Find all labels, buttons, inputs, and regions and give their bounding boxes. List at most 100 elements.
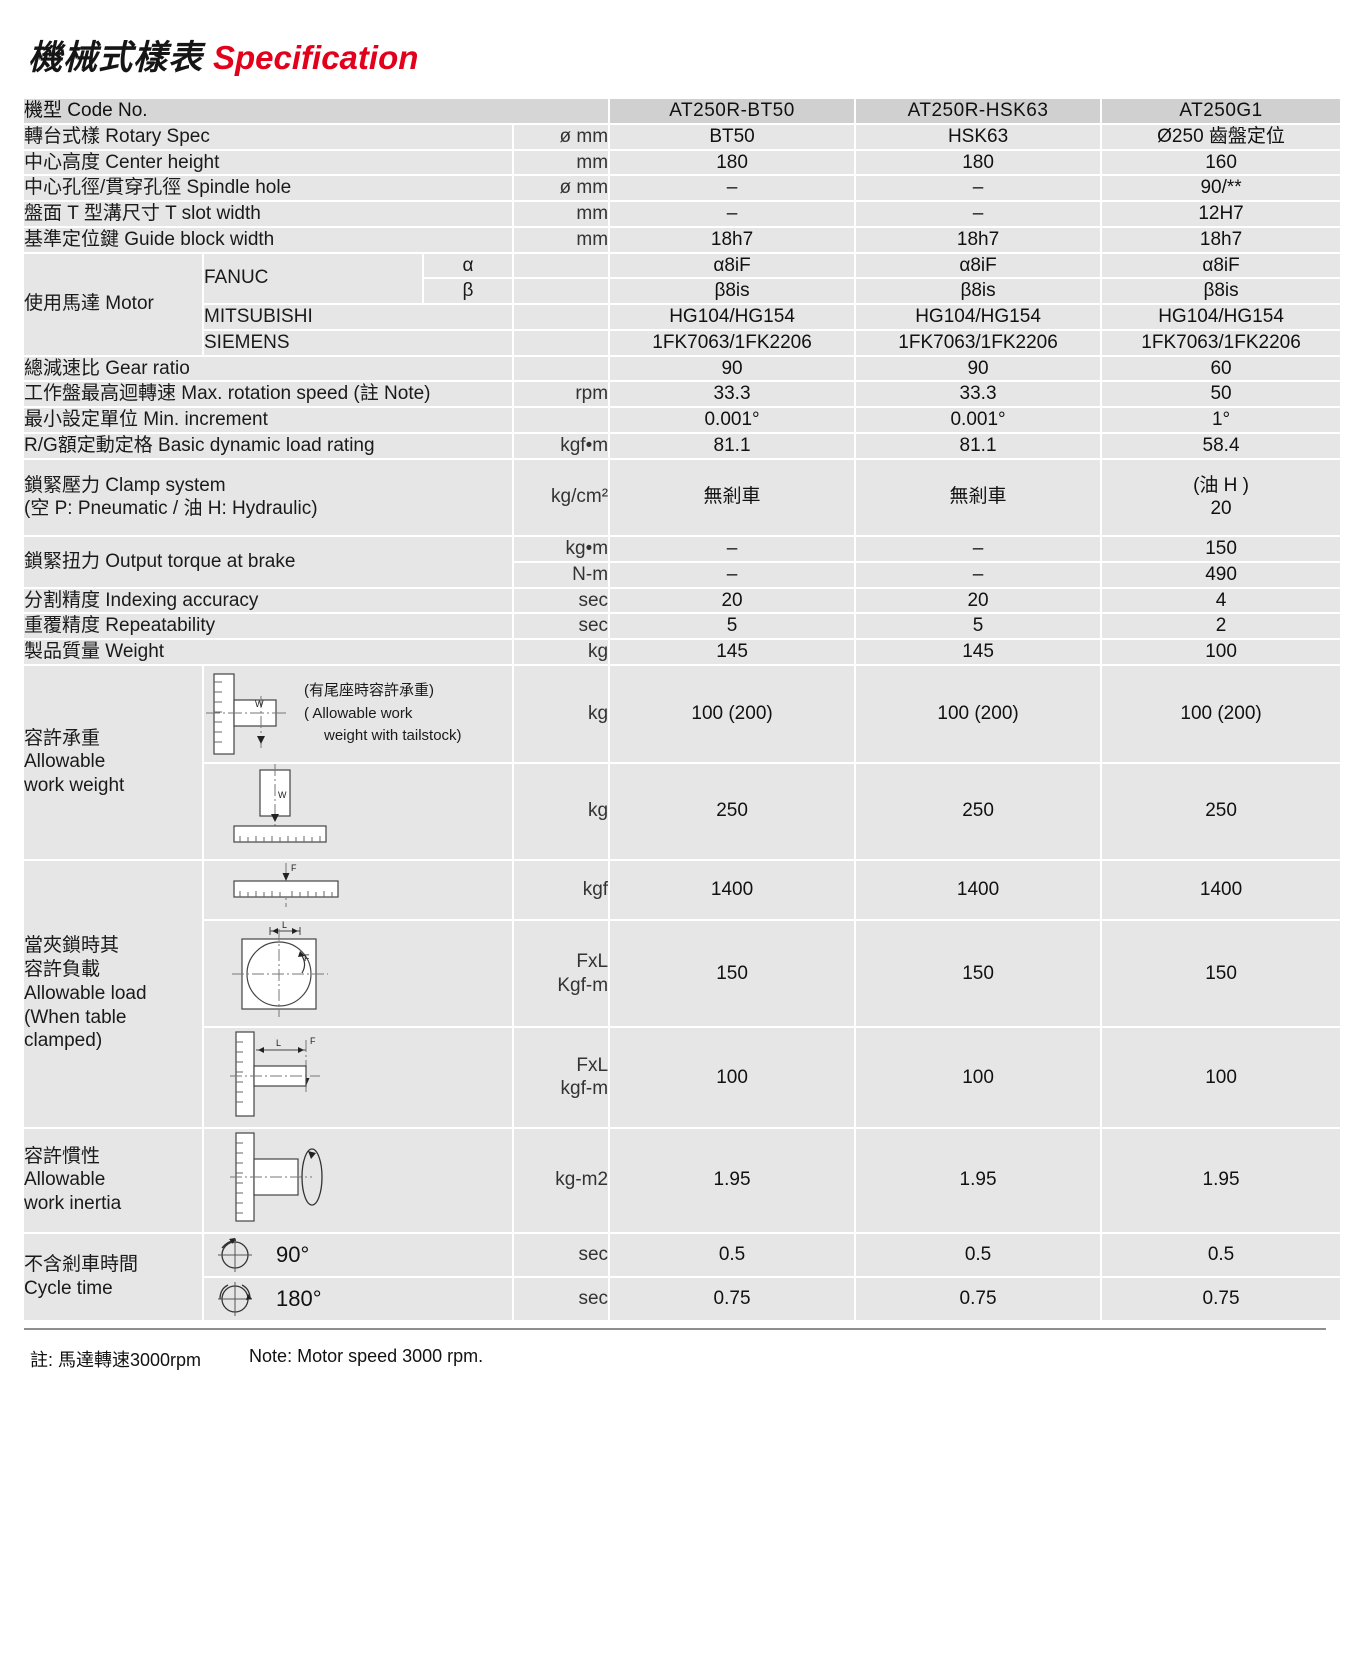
row-label-center-height: 中心高度 Center height — [24, 150, 512, 175]
cell-max-speed-3: 50 — [1102, 382, 1341, 406]
cell-indexing-accuracy-1: 20 — [610, 588, 855, 613]
row-unit-aww-2: kg — [514, 763, 609, 859]
cell-al-b-2: 100 — [856, 1028, 1101, 1127]
row-unit-t-slot: mm — [514, 202, 609, 226]
header-col-2: AT250R-HSK63 — [856, 99, 1101, 123]
cell-al-b-3: 100 — [1102, 1028, 1341, 1127]
cell-clamp-system-1: 無剎車 — [610, 459, 855, 535]
cell-al-a-3: 150 — [1102, 921, 1341, 1026]
cell-min-increment-3: 1° — [1102, 408, 1341, 432]
footnote-cn: 註: 馬達轉速3000rpm — [30, 1349, 202, 1370]
cell-al-a-1: 150 — [610, 921, 855, 1026]
row-label-allowable-inertia: 容許慣性 Allowable work inertia — [24, 1128, 202, 1232]
clamp-label-line1: 鎖緊壓力 Clamp system — [24, 474, 226, 496]
cell-motor-mitsubishi-1: HG104/HG154 — [610, 305, 855, 329]
cell-spindle-hole-3: 90/** — [1102, 176, 1341, 200]
cell-cycle90-3: 0.5 — [1102, 1233, 1341, 1276]
svg-text:L: L — [282, 921, 287, 930]
cell-guide-block-3: 18h7 — [1102, 227, 1341, 252]
row-unit-output-torque-nm: N-m — [514, 562, 609, 587]
cell-motor-mitsubishi-3: HG104/HG154 — [1102, 305, 1341, 329]
motor-unit-blank-4 — [514, 330, 609, 355]
table-row: 容許慣性 Allowable work inertia — [24, 1128, 1341, 1232]
cell-repeatability-3: 2 — [1102, 614, 1341, 638]
ct-label-line2: Cycle time — [24, 1277, 113, 1299]
cell-motor-fanuc-beta-3: β8is — [1102, 279, 1341, 303]
ct-label-line1: 不含剎車時間 — [24, 1253, 139, 1275]
cell-output-torque-kgm-3: 150 — [1102, 537, 1341, 561]
cell-clamp-system-2: 無剎車 — [856, 459, 1101, 535]
cell-max-speed-1: 33.3 — [610, 382, 855, 406]
row-unit-gear-ratio — [514, 356, 609, 381]
table-row: 180° sec 0.75 0.75 0.75 — [24, 1277, 1341, 1320]
row-unit-max-speed: rpm — [514, 382, 609, 406]
cell-al-b-1: 100 — [610, 1028, 855, 1127]
figure-cycle-90-cell: 90° — [204, 1233, 512, 1276]
row-label-t-slot: 盤面 T 型溝尺寸 T slot width — [24, 202, 512, 226]
table-row: 最小設定單位 Min. increment 0.001° 0.001° 1° — [24, 408, 1341, 432]
table-row: 容許承重 Allowable work weight — [24, 665, 1341, 859]
row-label-clamp-system: 鎖緊壓力 Clamp system (空 P: Pneumatic / 油 H:… — [24, 459, 512, 535]
cell-motor-siemens-1: 1FK7063/1FK2206 — [610, 330, 855, 355]
cell-indexing-accuracy-3: 4 — [1102, 588, 1341, 613]
cell-cycle180-1: 0.75 — [610, 1277, 855, 1320]
cell-load-rating-2: 81.1 — [856, 433, 1101, 458]
al-label-line5: clamped) — [24, 1030, 103, 1052]
work-inertia-diagram-icon — [230, 1132, 323, 1222]
table-row: 當夾鎖時其 容許負載 Allowable load (When table cl… — [24, 860, 1341, 1127]
row-label-guide-block: 基準定位鍵 Guide block width — [24, 227, 512, 252]
vertical-weight-diagram-icon: W — [233, 763, 327, 843]
cell-guide-block-2: 18h7 — [856, 227, 1101, 252]
specification-table: 機型 Code No. AT250R-BT50 AT250R-HSK63 AT2… — [22, 97, 1342, 1322]
aww-label-line2: Allowable — [24, 751, 106, 773]
row-unit-spindle-hole: ø mm — [514, 176, 609, 200]
cell-output-torque-nm-3: 490 — [1102, 562, 1341, 587]
cell-cycle90-2: 0.5 — [856, 1233, 1101, 1276]
cell-motor-siemens-3: 1FK7063/1FK2206 — [1102, 330, 1341, 355]
header-code-no: 機型 Code No. — [24, 99, 609, 123]
svg-text:F: F — [304, 953, 310, 963]
cell-center-height-2: 180 — [856, 150, 1101, 175]
page-title-en: Specification — [213, 39, 419, 76]
table-row: R/G額定動定格 Basic dynamic load rating kgf•m… — [24, 433, 1341, 458]
cell-min-increment-1: 0.001° — [610, 408, 855, 432]
cell-rotary-spec-1: BT50 — [610, 124, 855, 149]
row-unit-weight: kg — [514, 640, 609, 664]
footnote-divider — [24, 1327, 1326, 1330]
cell-load-rating-3: 58.4 — [1102, 433, 1341, 458]
motor-fanuc-alpha-symbol: α — [424, 253, 512, 278]
svg-text:L: L — [276, 1038, 281, 1048]
cell-center-height-3: 160 — [1102, 150, 1341, 175]
cell-repeatability-2: 5 — [856, 614, 1101, 638]
clamp-label-line2: (空 P: Pneumatic / 油 H: Hydraulic) — [24, 498, 318, 520]
clamp-value3-line2: 20 — [1210, 498, 1232, 520]
row-unit-min-increment — [514, 408, 609, 432]
row-label-motor: 使用馬達 Motor — [24, 253, 202, 355]
table-row: W kg 250 250 250 — [24, 763, 1341, 859]
row-unit-repeatability: sec — [514, 614, 609, 638]
axial-force-diagram-icon: F — [233, 862, 339, 907]
cell-motor-fanuc-alpha-2: α8iF — [856, 253, 1101, 278]
row-unit-center-height: mm — [514, 150, 609, 175]
row-unit-al-kgf: kgf — [514, 860, 609, 920]
table-row: 基準定位鍵 Guide block width mm 18h7 18h7 18h… — [24, 227, 1341, 252]
figure-radial-moment-cell: L F — [204, 920, 512, 1026]
svg-text:F: F — [310, 1036, 316, 1046]
svg-text:W: W — [255, 699, 264, 709]
cell-output-torque-kgm-1: – — [610, 537, 855, 561]
svg-text:W: W — [278, 790, 287, 800]
aww-label-line3: work weight — [24, 775, 125, 796]
cell-rotary-spec-2: HSK63 — [856, 124, 1101, 149]
cell-repeatability-1: 5 — [610, 614, 855, 638]
motor-unit-blank-2 — [514, 279, 609, 303]
figure-cycle-180-cell: 180° — [204, 1277, 512, 1320]
cell-motor-mitsubishi-2: HG104/HG154 — [856, 305, 1101, 329]
ai-label-line1: 容許慣性 — [24, 1145, 101, 1167]
cell-inertia-2: 1.95 — [856, 1128, 1101, 1232]
cell-inertia-1: 1.95 — [610, 1128, 855, 1232]
figure-axial-force-cell: F — [204, 860, 512, 920]
table-row: 重覆精度 Repeatability sec 5 5 2 — [24, 614, 1341, 638]
table-row: β β8is β8is β8is — [24, 279, 1341, 303]
row-unit-guide-block: mm — [514, 227, 609, 252]
cell-motor-fanuc-beta-2: β8is — [856, 279, 1101, 303]
